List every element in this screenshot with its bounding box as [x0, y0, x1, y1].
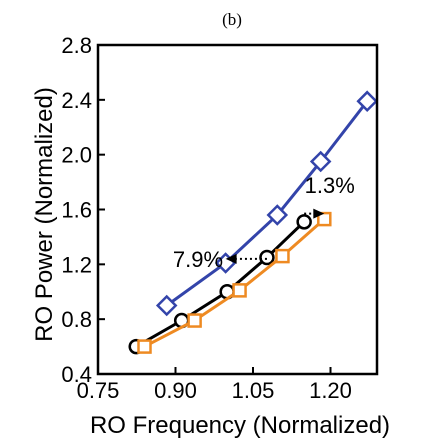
- diamond-point: [356, 90, 378, 112]
- y-tick-label: 2.4: [61, 88, 92, 113]
- series-line-diamond: [165, 100, 369, 307]
- x-tick-label: 0.90: [154, 378, 197, 403]
- plot-series: [128, 90, 378, 355]
- arrow-head-icon: [225, 253, 237, 264]
- panel-label: (b): [222, 10, 242, 29]
- y-axis-title: RO Power (Normalized): [31, 87, 58, 342]
- y-tick-label: 2.0: [61, 143, 92, 168]
- diamond-point: [309, 150, 332, 173]
- x-tick-label: 0.75: [77, 378, 120, 403]
- y-tick-label: 2.8: [61, 33, 92, 58]
- plot-frame: [96, 43, 379, 376]
- square-point: [317, 211, 332, 227]
- square-point: [232, 283, 247, 298]
- diamond-point: [266, 204, 289, 226]
- y-tick-label: 1.2: [61, 252, 92, 277]
- square-point: [275, 248, 290, 264]
- diamond-point: [155, 294, 178, 317]
- y-tick-label: 1.6: [61, 198, 92, 223]
- x-tick-label: 1.05: [232, 378, 275, 403]
- circle-point: [296, 214, 312, 230]
- y-tick-label: 0.4: [61, 362, 92, 387]
- arrow-head-icon: [313, 208, 325, 219]
- annotation-label: 1.3%: [305, 173, 355, 198]
- circle-point: [259, 249, 275, 266]
- annotations: 7.9% 1.3%: [173, 173, 355, 272]
- square-point: [187, 313, 202, 328]
- x-axis-title: RO Frequency (Normalized): [90, 412, 390, 439]
- y-tick-label: 0.8: [61, 307, 92, 332]
- square-point: [137, 339, 152, 354]
- annotation-label: 7.9%: [173, 247, 223, 272]
- x-tick-label: 1.20: [309, 378, 352, 403]
- series-line-circle: [135, 220, 306, 348]
- axis-ticks: 0.75 0.90 1.05 1.20 0.4 0.8 1.2 1.6 2.0 2.4 2.8: [61, 33, 352, 403]
